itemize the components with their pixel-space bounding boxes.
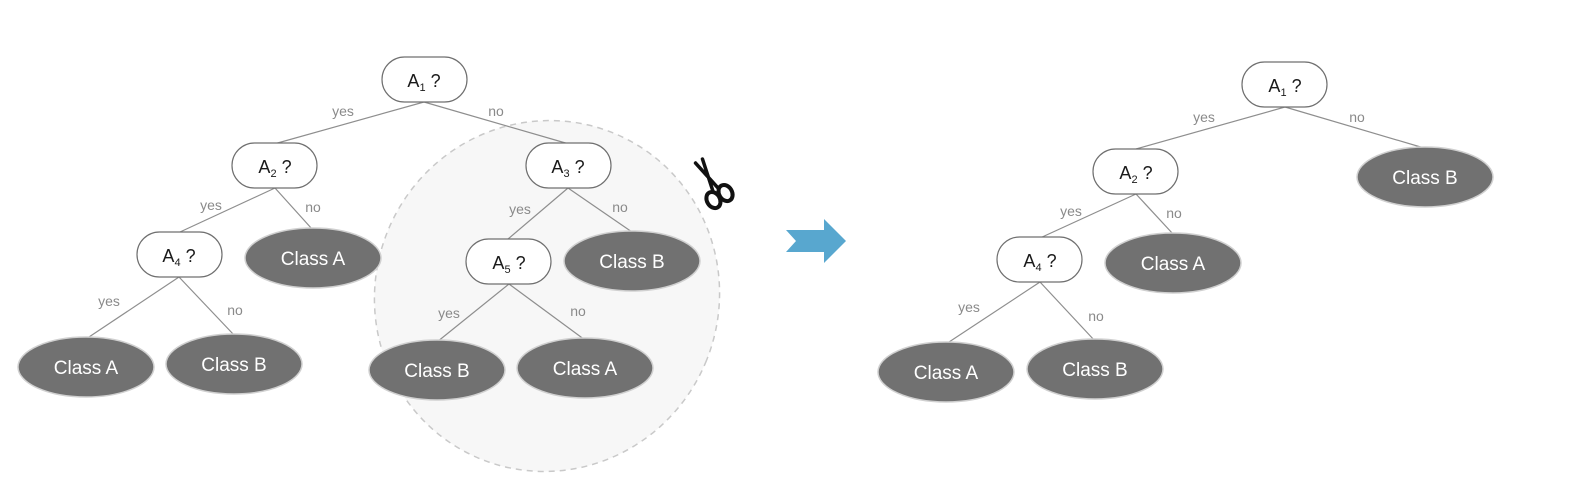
tree-before: yes no yes no yes no yes no yes no A1 ? …: [17, 56, 735, 473]
edge-a4-no: [178, 276, 235, 336]
edge-a1-no: [423, 101, 570, 145]
leaf-node-class-a: Class A: [17, 336, 155, 398]
decision-label: A1 ?: [407, 71, 440, 94]
edge-label-yes: yes: [509, 201, 531, 217]
edge-a2-yes: [1039, 193, 1137, 239]
decision-label: A4 ?: [162, 246, 195, 269]
edge-a2-no: [274, 187, 313, 230]
decision-node-a5: A5 ?: [465, 238, 552, 285]
edge-a4-yes: [945, 281, 1041, 345]
edge-label-no: no: [570, 303, 586, 319]
edge-label-yes: yes: [98, 293, 120, 309]
leaf-node-class-b: Class B: [368, 339, 506, 401]
scissors-icon: [693, 157, 735, 211]
decision-label: A2 ?: [258, 157, 291, 180]
edge-label-no: no: [612, 199, 628, 215]
right-arrow-icon: [786, 219, 846, 263]
tree-after: yes no yes no yes no A1 ? A2 ? A4 ? Clas…: [877, 61, 1494, 403]
leaf-node-class-b: Class B: [563, 230, 701, 292]
edge-label-no: no: [488, 103, 504, 119]
leaf-label: Class A: [281, 249, 346, 270]
pruned-subtree-region: [373, 119, 721, 473]
edge-label-no: no: [227, 302, 243, 318]
edge-label-no: no: [1166, 205, 1182, 221]
leaf-node-class-b: Class B: [1356, 146, 1494, 208]
edge-label-no: no: [305, 199, 321, 215]
edge-a1-yes: [273, 101, 425, 145]
edge-a4-no: [1039, 281, 1096, 342]
edge-label-no: no: [1349, 109, 1365, 125]
leaf-label: Class A: [553, 359, 618, 380]
edge-label-yes: yes: [200, 197, 222, 213]
decision-node-a2: A2 ?: [1092, 148, 1179, 195]
leaf-label: Class A: [54, 358, 119, 379]
decision-label: A3 ?: [551, 157, 584, 180]
leaf-node-class-a: Class A: [516, 337, 654, 399]
edge-a4-yes: [85, 276, 180, 340]
edge-label-yes: yes: [1193, 109, 1215, 125]
decision-label: A5 ?: [492, 253, 525, 276]
edge-a3-yes: [507, 187, 569, 240]
decision-label: A4 ?: [1023, 251, 1056, 274]
edge-a2-yes: [179, 187, 276, 233]
leaf-node-class-b: Class B: [1026, 338, 1164, 400]
edge-a2-no: [1135, 193, 1174, 235]
leaf-label: Class A: [914, 363, 979, 384]
leaf-node-class-b: Class B: [165, 333, 303, 395]
edge-label-yes: yes: [332, 103, 354, 119]
leaf-label: Class B: [404, 361, 469, 382]
leaf-node-class-a: Class A: [1104, 232, 1242, 294]
edge-a1-yes: [1135, 106, 1286, 150]
edge-a5-yes: [436, 283, 510, 343]
decision-node-a4: A4 ?: [136, 231, 223, 278]
leaf-label: Class A: [1141, 254, 1206, 275]
leaf-node-class-a: Class A: [877, 341, 1015, 403]
edge-a3-no: [567, 187, 633, 233]
edge-a1-no: [1284, 106, 1425, 149]
edge-label-yes: yes: [1060, 203, 1082, 219]
edge-label-yes: yes: [438, 305, 460, 321]
decision-label: A2 ?: [1119, 163, 1152, 186]
leaf-label: Class B: [1392, 168, 1457, 189]
leaf-label: Class B: [599, 252, 664, 273]
decision-node-a3: A3 ?: [525, 142, 612, 189]
edge-label-no: no: [1088, 308, 1104, 324]
decision-node-a2: A2 ?: [231, 142, 318, 189]
leaf-label: Class B: [201, 355, 266, 376]
decision-node-a4: A4 ?: [996, 236, 1083, 283]
edge-a5-no: [508, 283, 586, 341]
decision-node-a1: A1 ?: [381, 56, 468, 103]
leaf-label: Class B: [1062, 360, 1127, 381]
decision-node-a1: A1 ?: [1241, 61, 1328, 108]
edge-label-yes: yes: [958, 299, 980, 315]
decision-label: A1 ?: [1268, 76, 1301, 99]
leaf-node-class-a: Class A: [244, 227, 382, 289]
